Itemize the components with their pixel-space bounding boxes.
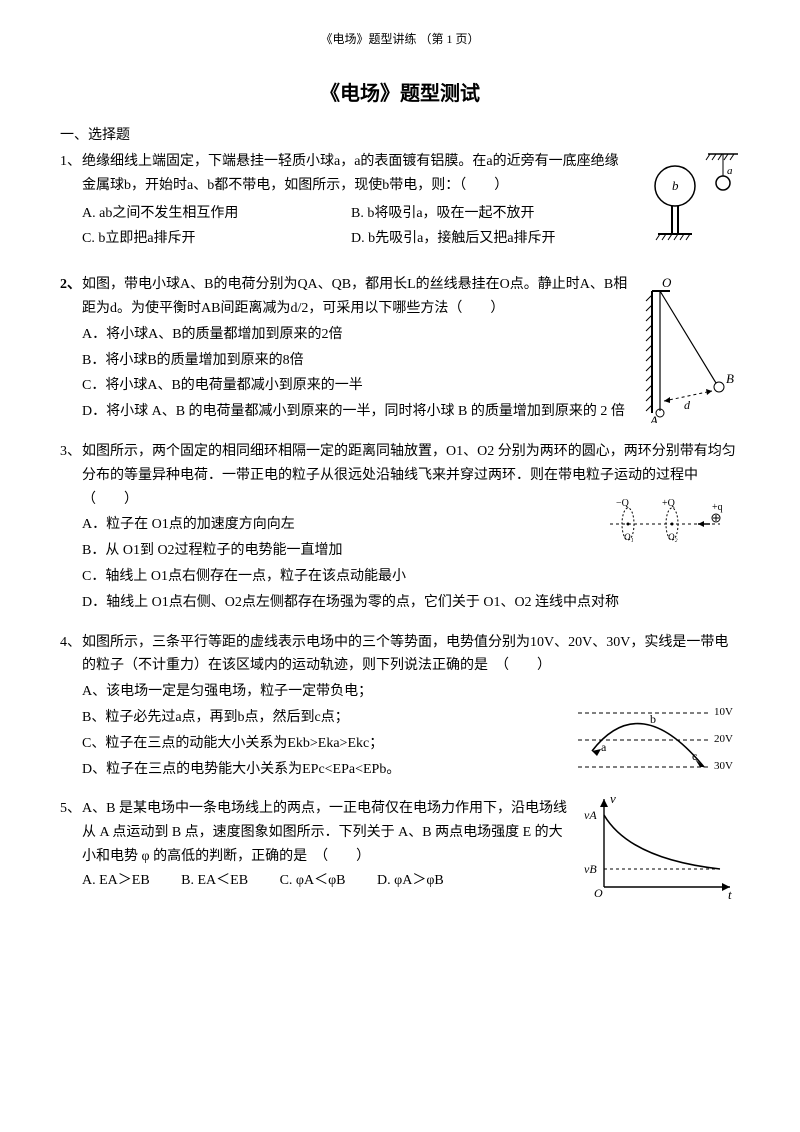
svg-text:v: v — [610, 791, 616, 806]
svg-text:O₂: O₂ — [668, 532, 678, 542]
q3-number: 3、 — [60, 440, 82, 511]
q1-number: 1、 — [60, 150, 82, 198]
svg-text:vA: vA — [584, 808, 597, 822]
svg-text:b: b — [672, 178, 679, 193]
svg-text:+q: +q — [712, 502, 723, 513]
svg-text:a: a — [727, 165, 733, 177]
question-2: O A B d 2、 如图，带电小球A、B的电荷分别为QA、QB，都用长L的丝线… — [60, 273, 740, 424]
q4-optD: D、粒子在三点的电势能大小关系为EPc<EPa<EPb。 — [82, 758, 560, 782]
q5-optD: D. φA＞φB — [377, 869, 444, 893]
svg-text:t: t — [728, 887, 732, 901]
q2-optB: B．将小球B的质量增加到原来的8倍 — [82, 349, 630, 373]
q1-figure: a b — [630, 146, 740, 246]
page-header: 《电场》题型讲练 （第 1 页） — [60, 30, 740, 47]
svg-text:10V: 10V — [714, 706, 733, 718]
q4-number: 4、 — [60, 631, 82, 679]
question-3: −Q O₁ +Q O₂ +q 3、 如图所示，两个固定的相同细环相隔一定的距离同… — [60, 440, 740, 615]
q2-optC: C．将小球A、B的电荷量都减小到原来的一半 — [82, 374, 630, 398]
q4-optA: A、该电场一定是匀强电场，粒子一定带负电； — [82, 680, 560, 704]
q5-figure: v t O vA vB — [580, 791, 740, 901]
q5-text: A、B 是某电场中一条电场线上的两点，一正电荷仅在电场力作用下，沿电场线从 A … — [82, 797, 570, 868]
q1-text: 绝缘细线上端固定，下端悬挂一轻质小球a，a的表面镀有铝膜。在a的近旁有一底座绝缘… — [82, 150, 620, 198]
q3-optC: C．轴线上 O1点右侧存在一点，粒子在该点动能最小 — [82, 565, 740, 589]
svg-text:a: a — [601, 740, 607, 754]
q1-optB: B. b将吸引a，吸在一起不放开 — [351, 202, 620, 226]
q5-number: 5、 — [60, 797, 82, 868]
q1-optA: A. ab之间不发生相互作用 — [82, 202, 351, 226]
q2-text: 如图，带电小球A、B的电荷分别为QA、QB，都用长L的丝线悬挂在O点。静止时A、… — [82, 273, 630, 321]
question-5: v t O vA vB 5、 A、B 是某电场中一条电场线上的两点，一正电荷仅在… — [60, 797, 740, 892]
q1-optC: C. b立即把a排斥开 — [82, 227, 351, 251]
q2-optD: D．将小球 A、B 的电荷量都减小到原来的一半，同时将小球 B 的质量增加到原来… — [82, 400, 630, 424]
page-title: 《电场》题型测试 — [60, 77, 740, 106]
svg-text:O: O — [662, 275, 672, 290]
q4-optB: B、粒子必先过a点，再到b点，然后到c点； — [82, 706, 560, 730]
q2-number: 2、 — [60, 273, 82, 321]
q4-text: 如图所示，三条平行等距的虚线表示电场中的三个等势面，电势值分别为10V、20V、… — [82, 631, 740, 679]
svg-text:+Q: +Q — [662, 498, 676, 509]
q2-optA: A．将小球A、B的质量都增加到原来的2倍 — [82, 323, 630, 347]
question-4: 10V 20V 30V a b c 4、 如图所示，三条平行等距的虚线表示电场中… — [60, 631, 740, 782]
q3-figure: −Q O₁ +Q O₂ +q — [600, 496, 740, 546]
q2-options: A．将小球A、B的质量都增加到原来的2倍 B．将小球B的质量增加到原来的8倍 C… — [60, 323, 740, 424]
svg-text:O: O — [594, 886, 603, 900]
q4-figure: 10V 20V 30V a b c — [570, 695, 740, 785]
svg-text:b: b — [650, 712, 656, 726]
svg-text:d: d — [684, 398, 691, 412]
q5-optB: B. EA＜EB — [181, 869, 248, 893]
svg-text:c: c — [692, 749, 697, 763]
page: 《电场》题型讲练 （第 1 页） 《电场》题型测试 一、选择题 a b — [0, 0, 800, 939]
svg-text:−Q: −Q — [616, 498, 630, 509]
q5-optC: C. φA＜φB — [280, 869, 346, 893]
svg-text:30V: 30V — [714, 760, 733, 772]
svg-text:O₁: O₁ — [624, 532, 634, 542]
q4-optC: C、粒子在三点的动能大小关系为Ekb>Eka>Ekc； — [82, 732, 560, 756]
svg-text:vB: vB — [584, 862, 597, 876]
svg-text:20V: 20V — [714, 733, 733, 745]
question-1: a b 1、 绝缘细线上端固定，下端悬挂一轻质小球a，a的表面镀有铝膜。在a的近… — [60, 150, 740, 251]
q1-optD: D. b先吸引a，接触后又把a排斥开 — [351, 227, 620, 251]
q3-optD: D．轴线上 O1点右侧、O2点左侧都存在场强为零的点，它们关于 O1、O2 连线… — [82, 591, 740, 615]
q5-optA: A. EA＞EB — [82, 869, 150, 893]
svg-text:A: A — [649, 413, 658, 423]
q2-figure: O A B d — [640, 273, 740, 423]
svg-text:B: B — [726, 371, 734, 386]
section-heading: 一、选择题 — [60, 124, 740, 144]
